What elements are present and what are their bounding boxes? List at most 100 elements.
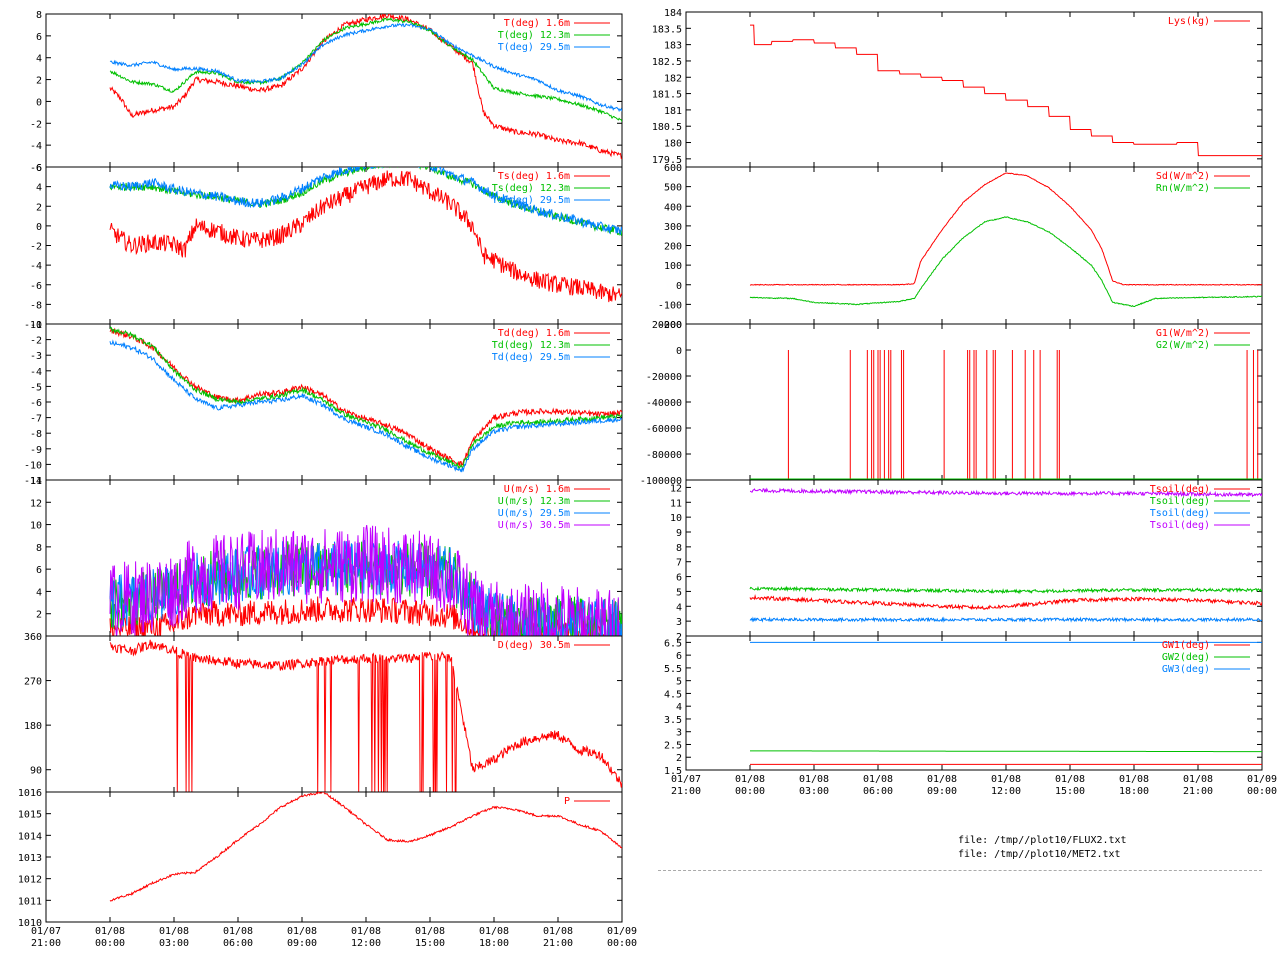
y-tick-label: 180.5 [652,122,682,133]
y-tick-label: -6 [30,281,42,292]
y-tick-label: -11 [24,476,42,487]
legend-label: G1(W/m^2) [1156,328,1210,339]
y-tick-label: 2 [36,76,42,87]
y-tick-label: -2 [30,119,42,130]
x-tick-time: 09:00 [287,938,317,949]
y-tick-label: 2 [676,632,682,643]
series-line [750,750,1262,753]
y-tick-label: -200 [658,320,682,331]
panel-radiation: -200 -100 0 100 200 300 400 500 600 Sd(W/m^2)Rn(W… [658,163,1263,331]
series-line [749,594,1262,611]
y-tick-label: 10 [30,521,42,532]
y-tick-label: -7 [30,414,42,425]
x-tick-date: 01/08 [1183,774,1213,785]
series-line [750,24,1262,157]
file-line-met: file: /tmp//plot10/MET2.txt [958,849,1121,860]
legend-label: GW1(deg) [1162,640,1210,651]
series-line [109,326,622,470]
legend-label: P [564,796,570,807]
legend-label: GW2(deg) [1162,652,1210,663]
series-line [109,14,622,160]
legend-label: Tsoil(deg) [1150,496,1210,507]
series-line [109,170,622,303]
y-tick-label: -4 [30,261,42,272]
x-tick-date: 01/08 [415,926,445,937]
legend-label: Ts(deg) 1.6m [498,171,570,182]
series-line [109,639,622,792]
x-tick-time: 21:00 [31,938,61,949]
panel-soil-heat-flux: -100000 -80000 -60000 -40000 -20000 0 20000 G1(… [640,320,1263,487]
x-tick-date: 01/08 [1119,774,1149,785]
y-tick-label: 182.5 [652,57,682,68]
panel-wind-direction: 90 180 270 360 D(deg) 30.5m [24,632,623,793]
x-tick-date: 01/08 [1055,774,1085,785]
legend-label: Tsoil(deg) [1150,520,1210,531]
y-tick-label: 4 [36,54,42,65]
y-tick-label: 4 [676,602,682,613]
y-tick-label: 300 [664,222,682,233]
y-tick-label: 179.5 [652,155,682,166]
y-tick-label: 182 [664,73,682,84]
y-tick-label: 12 [670,483,682,494]
y-tick-label: 1013 [18,853,42,864]
series-line [749,216,1262,307]
y-tick-label: -9 [30,445,42,456]
x-tick-time: 18:00 [479,938,509,949]
series-group [750,350,1262,480]
y-tick-label: 1012 [18,875,42,886]
panel-tower-weight: 179.5 180 180.5 181 181.5 182 182.5 183 183.5 184… [652,8,1263,168]
y-tick-label: 6.5 [664,638,682,649]
y-tick-label: 2 [36,202,42,213]
y-tick-label: 3 [676,728,682,739]
y-tick-label: 183.5 [652,24,682,35]
y-tick-label: 183 [664,41,682,52]
y-tick-label: 184 [664,8,682,19]
y-tick-label: 1016 [18,788,42,799]
legend-label: T(deg) 29.5m [498,42,570,53]
legend-label: D(deg) 30.5m [498,640,570,651]
series-line [749,172,1262,286]
y-tick-label: -2 [30,336,42,347]
x-tick-date: 01/07 [671,774,701,785]
series-group [109,525,622,636]
y-tick-label: 6 [36,565,42,576]
y-tick-label: 20000 [652,320,682,331]
y-tick-label: 5.5 [664,664,682,675]
x-tick-date: 01/08 [543,926,573,937]
legend-label: Tsoil(deg) [1150,484,1210,495]
y-tick-label: 1014 [18,831,42,842]
y-tick-label: 1.5 [664,766,682,777]
series-group [109,639,622,792]
legend-label: U(m/s) 30.5m [498,520,570,531]
y-tick-label: 5 [676,587,682,598]
y-tick-label: 6 [36,32,42,43]
y-tick-label: 1015 [18,810,42,821]
x-tick-time: 21:00 [543,938,573,949]
y-tick-label: 600 [664,163,682,174]
x-tick-time: 06:00 [863,786,893,797]
y-tick-label: 14 [30,476,42,487]
y-tick-label: -8 [30,429,42,440]
x-tick-date: 01/08 [991,774,1021,785]
x-tick-time: 12:00 [351,938,381,949]
y-tick-label: -100000 [640,476,682,487]
x-tick-date: 01/08 [287,926,317,937]
y-tick-label: 0 [36,222,42,233]
y-tick-label: -80000 [646,450,682,461]
y-tick-label: 200 [664,242,682,253]
series-group [750,641,1262,765]
x-tick-time: 21:00 [1183,786,1213,797]
y-tick-label: -3 [30,351,42,362]
x-tick-time: 00:00 [95,938,125,949]
series-line [109,327,622,466]
series-group [109,326,622,473]
x-tick-time: 00:00 [735,786,765,797]
legend-label: T(deg) 12.3m [498,30,570,41]
y-tick-label: 4 [36,183,42,194]
legend-label: Tsoil(deg) [1150,508,1210,519]
y-tick-label: 4.5 [664,689,682,700]
y-tick-label: -4 [30,141,42,152]
panel-dewpoint: -11-10-9-8-7-6-5-4-3-2-1Td(deg) 1.6mTd(d… [24,320,623,487]
y-tick-label: 12 [30,498,42,509]
